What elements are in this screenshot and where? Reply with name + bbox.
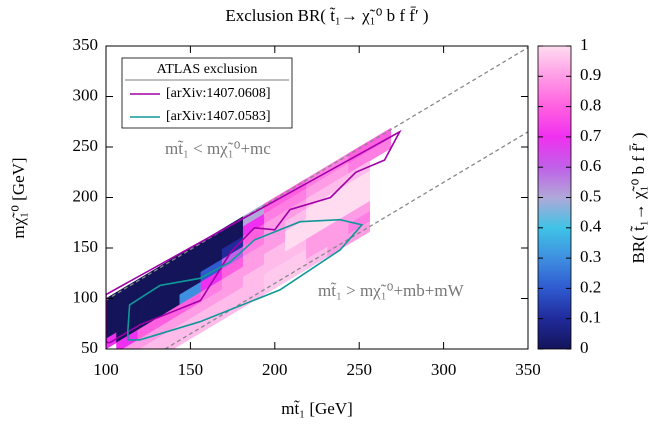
- legend-label: [arXiv:1407.0608]: [166, 86, 271, 101]
- x-tick-label: 350: [515, 360, 541, 379]
- legend-label: [arXiv:1407.0583]: [166, 109, 271, 124]
- x-axis-label: mt̃₁ [GeV]: [281, 399, 353, 418]
- colorbar-tick-label: 0.9: [580, 65, 601, 84]
- colorbar-tick-label: 0.3: [580, 247, 601, 266]
- exclusion-contour: [127, 218, 364, 341]
- y-tick-label: 250: [73, 136, 99, 155]
- colorbar-tick-label: 1: [580, 35, 589, 54]
- colorbar-tick-label: 0.8: [580, 96, 601, 115]
- exclusion-contour: [106, 129, 402, 344]
- heatmap: [106, 127, 392, 349]
- y-tick-label: 350: [73, 35, 99, 54]
- y-tick-label: 200: [73, 186, 99, 205]
- y-tick-label: 300: [73, 85, 99, 104]
- kinematic-boundary: [164, 131, 528, 349]
- x-tick-label: 150: [178, 360, 204, 379]
- colorbar-tick-label: 0: [580, 338, 589, 357]
- legend-title: ATLAS exclusion: [157, 62, 258, 77]
- x-tick-label: 300: [431, 360, 457, 379]
- x-tick-label: 200: [262, 360, 288, 379]
- colorbar-tick-label: 0.4: [580, 217, 602, 236]
- y-tick-label: 100: [73, 287, 99, 306]
- x-tick-label: 250: [346, 360, 372, 379]
- colorbar-tick-label: 0.5: [580, 186, 601, 205]
- x-tick-label: 100: [93, 360, 119, 379]
- colorbar-tick-label: 0.6: [580, 156, 601, 175]
- colorbar-tick-label: 0.7: [580, 126, 602, 145]
- y-tick-label: 50: [81, 338, 98, 357]
- chart-title: Exclusion BR( t̃₁→ χ̃₁⁰ b f f̄′ ): [225, 6, 428, 25]
- colorbar-tick-label: 0.1: [580, 308, 601, 327]
- annotation: mt̃₁ > mχ̃₁⁰+mb+mW: [318, 281, 465, 300]
- colorbar-tick-label: 0.2: [580, 277, 601, 296]
- kinematic-boundary: [106, 46, 528, 301]
- y-tick-label: 150: [73, 237, 99, 256]
- y-axis-label: mχ̃₁⁰ [GeV]: [9, 157, 28, 238]
- annotation: mt̃₁ < mχ̃₁⁰+mc: [165, 139, 271, 158]
- heat-cell: [122, 339, 138, 349]
- colorbar-label: BR( t̃₁→ χ̃₁⁰ b f f̄′ ): [629, 133, 648, 264]
- overlay: [106, 46, 528, 349]
